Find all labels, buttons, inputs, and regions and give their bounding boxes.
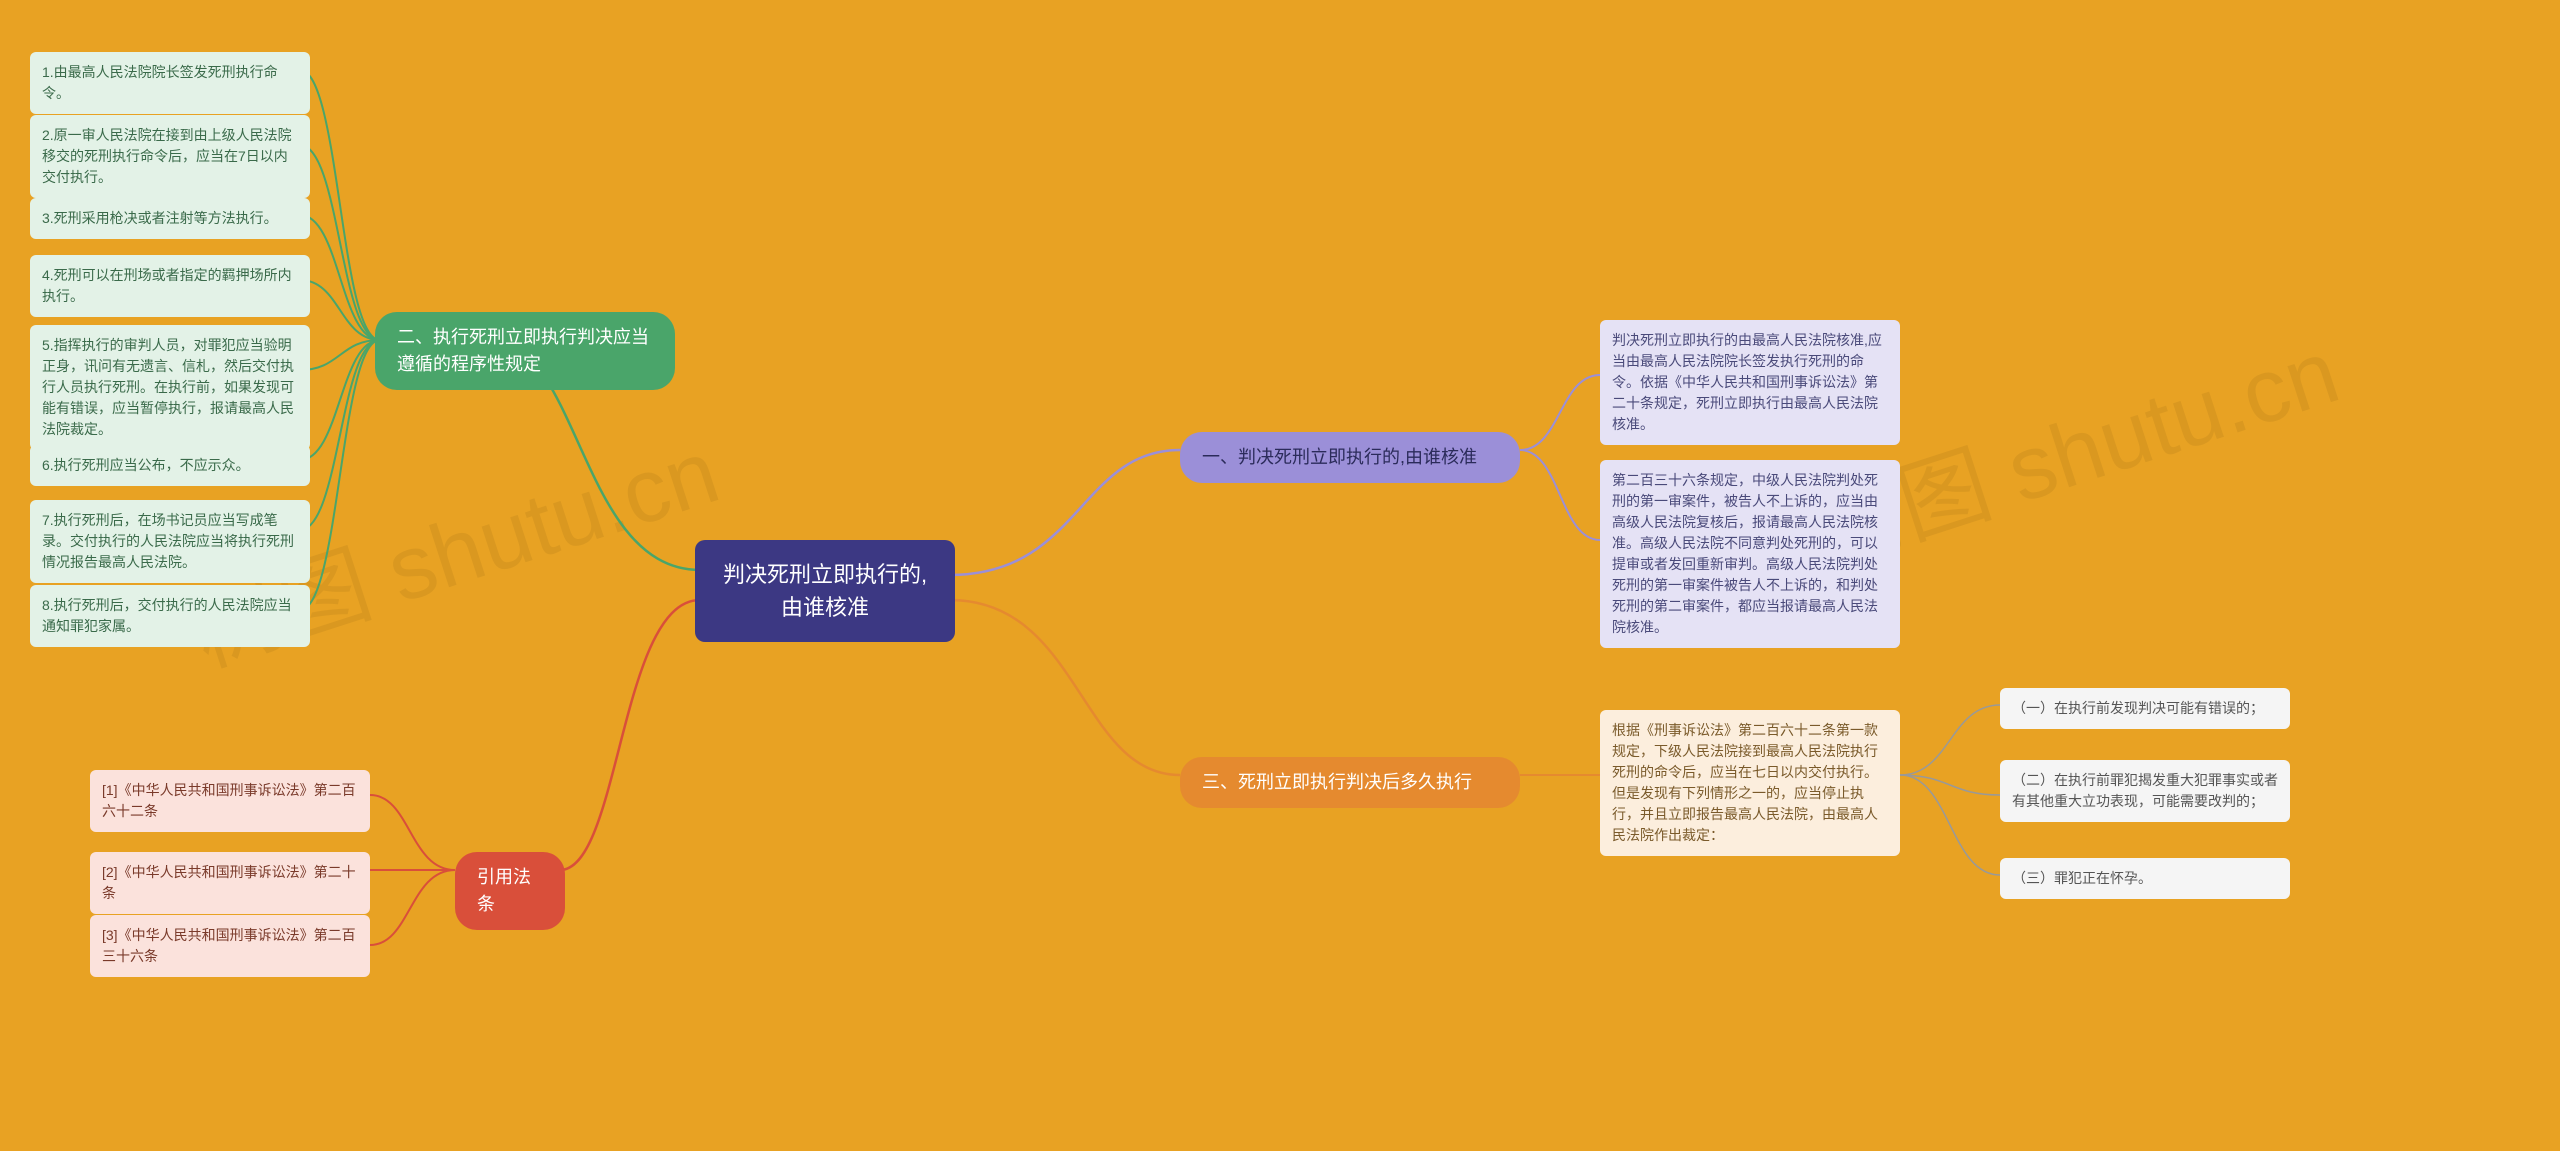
branch-4: 引用法条 [455,852,565,930]
leaf-b2-1: 2.原一审人民法院在接到由上级人民法院移交的死刑执行命令后，应当在7日以内交付执… [30,115,310,198]
leaf-b3-main: 根据《刑事诉讼法》第二百六十二条第一款规定，下级人民法院接到最高人民法院执行死刑… [1600,710,1900,856]
connector-lines [0,0,2560,1151]
leaf-b2-7: 8.执行死刑后，交付执行的人民法院应当通知罪犯家属。 [30,585,310,647]
branch-3: 三、死刑立即执行判决后多久执行 [1180,757,1520,808]
leaf-b3-sub-1: （二）在执行前罪犯揭发重大犯罪事实或者有其他重大立功表现，可能需要改判的； [2000,760,2290,822]
leaf-b2-0: 1.由最高人民法院院长签发死刑执行命令。 [30,52,310,114]
leaf-b2-2: 3.死刑采用枪决或者注射等方法执行。 [30,198,310,239]
leaf-b4-1: [2]《中华人民共和国刑事诉讼法》第二十条 [90,852,370,914]
root-node: 判决死刑立即执行的,由谁核准 [695,540,955,642]
leaf-b1-0: 判决死刑立即执行的由最高人民法院核准,应当由最高人民法院院长签发执行死刑的命令。… [1600,320,1900,445]
branch-1: 一、判决死刑立即执行的,由谁核准 [1180,432,1520,483]
leaf-b2-5: 6.执行死刑应当公布，不应示众。 [30,445,310,486]
leaf-b4-2: [3]《中华人民共和国刑事诉讼法》第二百三十六条 [90,915,370,977]
branch-2: 二、执行死刑立即执行判决应当遵循的程序性规定 [375,312,675,390]
leaf-b2-3: 4.死刑可以在刑场或者指定的羁押场所内执行。 [30,255,310,317]
leaf-b3-sub-2: （三）罪犯正在怀孕。 [2000,858,2290,899]
leaf-b3-sub-0: （一）在执行前发现判决可能有错误的； [2000,688,2290,729]
leaf-b2-6: 7.执行死刑后，在场书记员应当写成笔录。交付执行的人民法院应当将执行死刑情况报告… [30,500,310,583]
leaf-b1-1: 第二百三十六条规定，中级人民法院判处死刑的第一审案件，被告人不上诉的，应当由高级… [1600,460,1900,648]
leaf-b2-4: 5.指挥执行的审判人员，对罪犯应当验明正身，讯问有无遗言、信札，然后交付执行人员… [30,325,310,450]
leaf-b4-0: [1]《中华人民共和国刑事诉讼法》第二百六十二条 [90,770,370,832]
